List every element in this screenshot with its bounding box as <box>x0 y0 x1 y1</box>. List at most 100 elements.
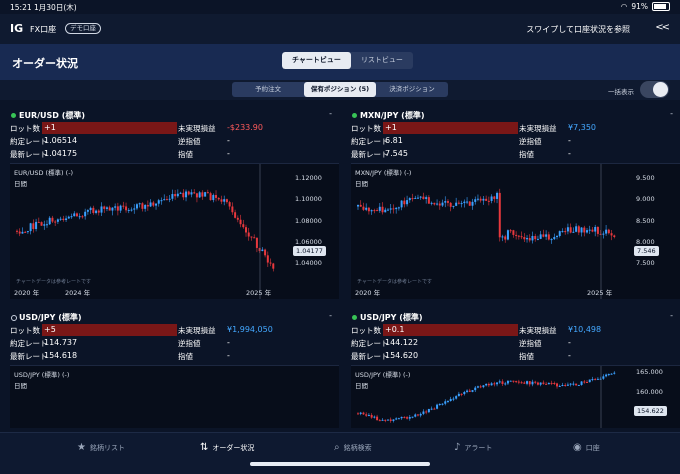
candle-body <box>201 192 204 197</box>
candle-body <box>479 386 482 388</box>
field-value: 154.618 <box>44 351 78 360</box>
candle-body <box>381 419 384 421</box>
status-dot-icon <box>352 113 357 118</box>
candle-body <box>594 226 597 232</box>
candle-body <box>528 381 531 385</box>
candle-body <box>48 217 51 225</box>
collapse-button[interactable]: - <box>329 311 332 320</box>
candle-body <box>212 195 215 201</box>
tab-closed-positions[interactable]: 決済ポジション <box>389 85 435 93</box>
tab-instrument-search[interactable]: ⌕ 銘柄検索 <box>334 442 372 453</box>
candle-body <box>566 384 569 386</box>
field-value: - <box>568 351 571 360</box>
position-card[interactable]: MXN/JPY (標準) - ロット数 +1 未実現損益 ¥7,350 約定レート 6.81 逆… <box>351 108 680 309</box>
price-chart[interactable]: USD/JPY (標準) (-)日間165.000160.000155.0001… <box>351 365 680 428</box>
candle-body <box>498 192 501 238</box>
position-card[interactable]: USD/JPY (標準) - ロット数 +0.1 未実現損益 ¥10,498 約定レート 14… <box>351 310 680 438</box>
candle-body <box>67 216 70 219</box>
candle-body <box>100 206 103 213</box>
price-chart[interactable]: MXN/JPY (標準) (-) 日間 チャートデータは参考レートです 9.500 9.… <box>351 163 680 299</box>
price-chart[interactable]: USD/JPY (標準) (-) 日間 <box>10 365 339 428</box>
candle-body <box>564 231 567 233</box>
candle-body <box>127 209 130 211</box>
candle-body <box>70 216 73 218</box>
position-card[interactable]: EUR/USD (標準) - ロット数 +1 未実現損益 -$233.90 約定レート 1.0… <box>10 108 340 309</box>
y-tick-label: 1.10000 <box>295 195 322 204</box>
candle-body <box>245 227 248 233</box>
double-chevron-left-icon[interactable]: << <box>655 22 670 33</box>
tab-pending-orders[interactable]: 予約注文 <box>255 85 281 93</box>
tab-order-status[interactable]: ⇅ オーダー状況 <box>200 442 255 453</box>
candle-body <box>515 234 518 236</box>
candle-body <box>381 206 384 213</box>
y-tick-label: 1.06000 <box>295 237 322 246</box>
tab-open-positions[interactable]: 保有ポジション (5) <box>304 82 376 97</box>
position-header: EUR/USD (標準) - <box>10 108 340 122</box>
tab-account[interactable]: ◉ 口座 <box>573 442 600 453</box>
candle-body <box>378 420 381 422</box>
position-row: ロット数 +1 未実現損益 -$233.90 <box>10 122 340 134</box>
battery-percent: 91% <box>631 2 648 11</box>
app-bar: IG FX口座 デモ口座 スワイプして口座状況を参照 << <box>0 14 680 44</box>
ig-logo: IG <box>10 22 24 35</box>
candle-body <box>264 249 267 256</box>
candle-body <box>526 381 529 384</box>
field-value: - <box>568 136 571 145</box>
candle-body <box>599 233 602 235</box>
candle-body <box>583 381 586 383</box>
tab-chart-view[interactable]: チャートビュー <box>282 52 351 69</box>
candle-body <box>436 404 439 409</box>
collapse-button[interactable]: - <box>329 109 332 118</box>
candle-body <box>185 191 188 198</box>
position-card[interactable]: USD/JPY (標準) - ロット数 +5 未実現損益 ¥1,994,050 約定レート 1… <box>10 310 340 438</box>
tab-list-view[interactable]: リストビュー <box>360 56 403 64</box>
candle-body <box>220 199 223 202</box>
candle-body <box>556 236 559 238</box>
candle-body <box>146 204 149 207</box>
collapse-button[interactable]: - <box>670 109 673 118</box>
candle-body <box>89 207 92 211</box>
candle-body <box>466 390 469 392</box>
candle-body <box>602 233 605 235</box>
collapse-button[interactable]: - <box>670 311 673 320</box>
position-row: 最新レート 154.618 指値 - <box>10 350 340 362</box>
field-label: 約定レート <box>351 339 389 348</box>
candle-body <box>468 201 471 206</box>
candle-body <box>171 194 174 199</box>
field-value: 6.81 <box>385 136 403 145</box>
candle-body <box>114 206 117 208</box>
star-icon: ★ <box>77 442 86 453</box>
candle-body <box>436 203 439 205</box>
candle-body <box>416 197 419 199</box>
chart-note: チャートデータは参考レートです <box>357 279 432 285</box>
candle-body <box>498 381 501 383</box>
candle-body <box>449 398 452 402</box>
tab-alerts[interactable]: ♪ アラート <box>454 442 493 453</box>
price-chart[interactable]: EUR/USD (標準) (-) 日間 チャートデータは参考レートです 1.12000… <box>10 163 339 299</box>
unrealized-pnl: ¥7,350 <box>568 123 596 132</box>
candle-body <box>56 219 59 222</box>
field-label: 逆指値 <box>178 137 201 146</box>
candle-body <box>610 233 613 236</box>
candle-body <box>32 223 35 229</box>
candle-body <box>395 418 398 420</box>
bulk-display-toggle[interactable] <box>640 81 669 98</box>
candle-body <box>78 216 81 218</box>
field-value: 7.545 <box>385 149 408 158</box>
candle-body <box>561 384 564 386</box>
candle-body <box>95 210 98 213</box>
wifi-icon: ◠ <box>620 2 628 11</box>
chart-period: 日間 <box>355 382 368 390</box>
candle-body <box>504 383 507 385</box>
bell-icon: ♪ <box>454 442 461 453</box>
field-value: - <box>568 338 571 347</box>
candle-body <box>37 221 40 223</box>
candle-body <box>81 216 84 218</box>
tab-instrument-list[interactable]: ★ 銘柄リスト <box>77 442 125 453</box>
candle-body <box>422 411 425 414</box>
candle-body <box>449 202 452 207</box>
candle-body <box>441 202 444 206</box>
field-label: ロット数 <box>351 326 381 335</box>
candle-body <box>376 416 379 421</box>
field-label: 未実現損益 <box>519 124 557 133</box>
